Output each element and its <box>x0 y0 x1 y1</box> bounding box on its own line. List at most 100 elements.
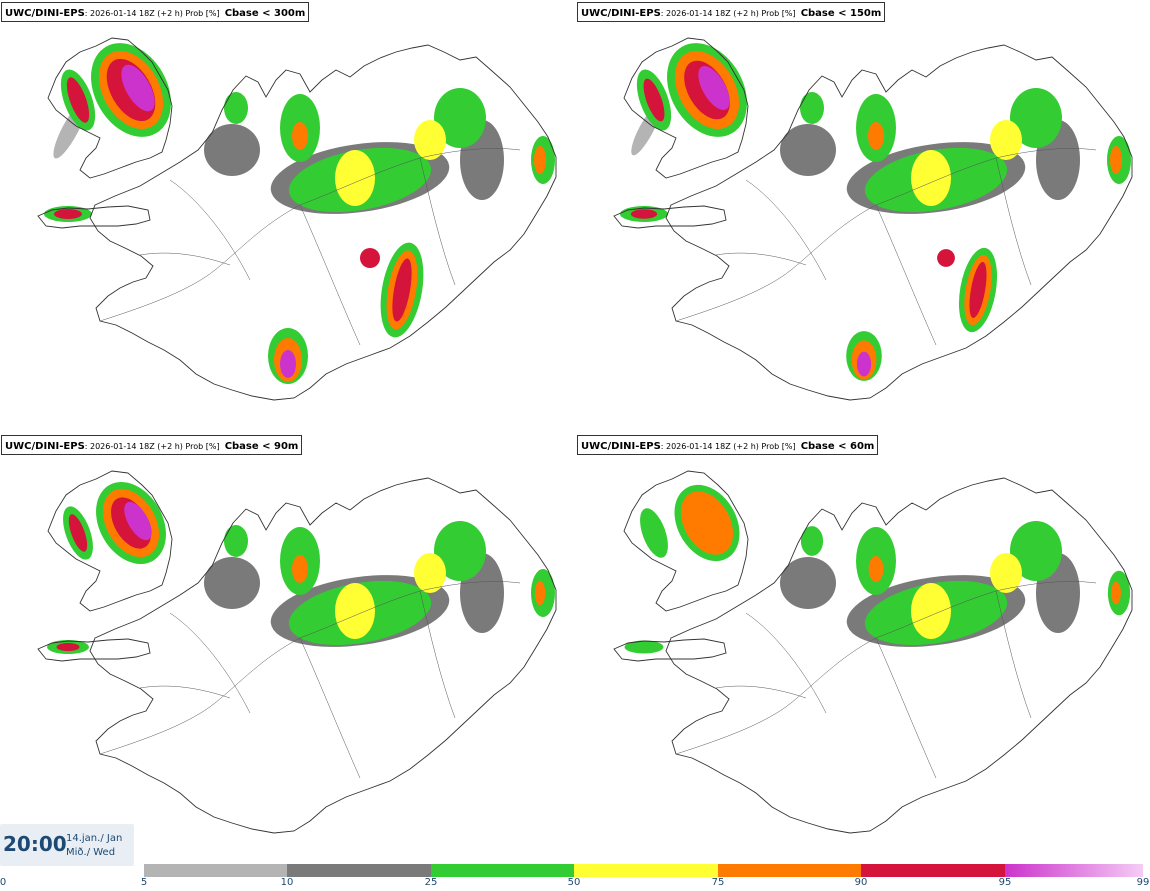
probability-area <box>292 122 308 150</box>
legend-tick-label: 90 <box>854 877 868 888</box>
probability-area <box>335 583 375 639</box>
legend-swatch <box>287 864 431 877</box>
legend-swatch <box>431 864 574 877</box>
probability-area <box>292 555 308 583</box>
variable-name: Cbase < 150m <box>800 8 882 19</box>
panel-title: UWC/DINI-EPS: 2026-01-14 18Z (+2 h) Prob… <box>577 435 879 455</box>
coastline <box>37 205 151 229</box>
roads <box>99 581 521 779</box>
probability-area <box>911 150 951 206</box>
probability-area <box>360 248 380 268</box>
probability-area <box>1110 146 1122 174</box>
legend-tick-label: 0 <box>0 877 7 888</box>
run-info: : 2026-01-14 18Z (+2 h) Prob [%] <box>84 442 220 451</box>
roads <box>99 148 521 346</box>
probability-area <box>640 508 668 558</box>
legend-tick-label: 10 <box>280 877 294 888</box>
probability-area <box>624 640 664 654</box>
coastline <box>613 638 727 662</box>
legend-swatch <box>574 864 718 877</box>
run-info: : 2026-01-14 18Z (+2 h) Prob [%] <box>660 9 796 18</box>
probability-area <box>414 553 446 593</box>
run-info: : 2026-01-14 18Z (+2 h) Prob [%] <box>84 9 220 18</box>
probability-area <box>698 66 730 110</box>
probability-area <box>868 122 884 150</box>
probability-area <box>780 124 836 176</box>
probability-area <box>121 64 155 112</box>
probability-map <box>613 470 1133 834</box>
probability-area <box>643 78 665 122</box>
legend-tick-label: 50 <box>567 877 581 888</box>
roads <box>675 581 1097 779</box>
legend-swatch <box>144 864 287 877</box>
probability-area <box>66 77 90 123</box>
probability-area <box>124 501 152 541</box>
probability-area <box>990 120 1022 160</box>
coastline <box>623 37 749 179</box>
map-panel-cbase-300m: UWC/DINI-EPS: 2026-01-14 18Z (+2 h) Prob… <box>0 0 574 432</box>
valid-time-box: 20:00 14.jan./ Jan Mið./ Wed <box>0 824 134 866</box>
probability-area <box>392 258 412 322</box>
valid-time: 20:00 <box>3 832 67 856</box>
map-panel-cbase-150m: UWC/DINI-EPS: 2026-01-14 18Z (+2 h) Prob… <box>576 0 1150 432</box>
coastline <box>37 638 151 662</box>
probability-area <box>911 583 951 639</box>
probability-area <box>434 521 486 581</box>
legend-tick-label: 25 <box>424 877 438 888</box>
probability-area <box>680 491 734 555</box>
run-info: : 2026-01-14 18Z (+2 h) Prob [%] <box>660 442 796 451</box>
legend-swatch <box>718 864 861 877</box>
probability-area <box>800 92 824 124</box>
probability-map <box>37 37 557 401</box>
legend-tick-label: 5 <box>140 877 148 888</box>
probability-area <box>1010 88 1062 148</box>
iceland-outline <box>37 37 557 401</box>
model-name: UWC/DINI-EPS <box>581 441 661 452</box>
probability-area <box>868 556 884 582</box>
probability-area <box>1111 581 1121 605</box>
probability-area <box>780 557 836 609</box>
probability-area <box>937 249 955 267</box>
legend-swatch <box>1005 864 1143 877</box>
variable-name: Cbase < 300m <box>224 8 306 19</box>
coastline <box>47 37 173 179</box>
model-name: UWC/DINI-EPS <box>5 8 85 19</box>
probability-area <box>800 526 824 556</box>
probability-area <box>856 351 872 377</box>
legend-tick-label: 95 <box>998 877 1012 888</box>
probability-fields <box>47 482 555 654</box>
probability-area <box>335 150 375 206</box>
map-panel-cbase-60m: UWC/DINI-EPS: 2026-01-14 18Z (+2 h) Prob… <box>576 433 1150 865</box>
valid-weekday: Mið./ Wed <box>66 847 116 858</box>
panel-title: UWC/DINI-EPS: 2026-01-14 18Z (+2 h) Prob… <box>1 435 303 455</box>
probability-area <box>224 525 248 557</box>
roads <box>675 148 1097 346</box>
legend-swatch <box>861 864 1005 877</box>
variable-name: Cbase < 60m <box>800 441 875 452</box>
model-name: UWC/DINI-EPS <box>581 8 661 19</box>
variable-name: Cbase < 90m <box>224 441 299 452</box>
probability-area <box>630 209 658 219</box>
probability-map <box>37 470 557 834</box>
iceland-outline <box>37 470 557 834</box>
coastline <box>613 205 727 229</box>
probability-area <box>204 124 260 176</box>
iceland-outline <box>613 470 1133 834</box>
probability-area <box>224 92 248 124</box>
probability-area <box>1010 521 1062 581</box>
color-legend: 0 5 10 25 50 75 90 95 99 <box>0 862 1150 891</box>
probability-fields <box>624 484 1131 654</box>
probability-area <box>56 642 80 652</box>
probability-area <box>280 350 296 378</box>
probability-fields <box>44 43 555 384</box>
probability-map <box>613 37 1133 401</box>
panel-title: UWC/DINI-EPS: 2026-01-14 18Z (+2 h) Prob… <box>1 2 310 22</box>
legend-tick-label: 75 <box>711 877 725 888</box>
probability-area <box>969 262 987 318</box>
probability-area <box>414 120 446 160</box>
map-panel-cbase-90m: UWC/DINI-EPS: 2026-01-14 18Z (+2 h) Prob… <box>0 433 574 865</box>
model-name: UWC/DINI-EPS <box>5 441 85 452</box>
probability-area <box>534 146 546 174</box>
probability-area <box>990 553 1022 593</box>
probability-area <box>68 514 88 552</box>
